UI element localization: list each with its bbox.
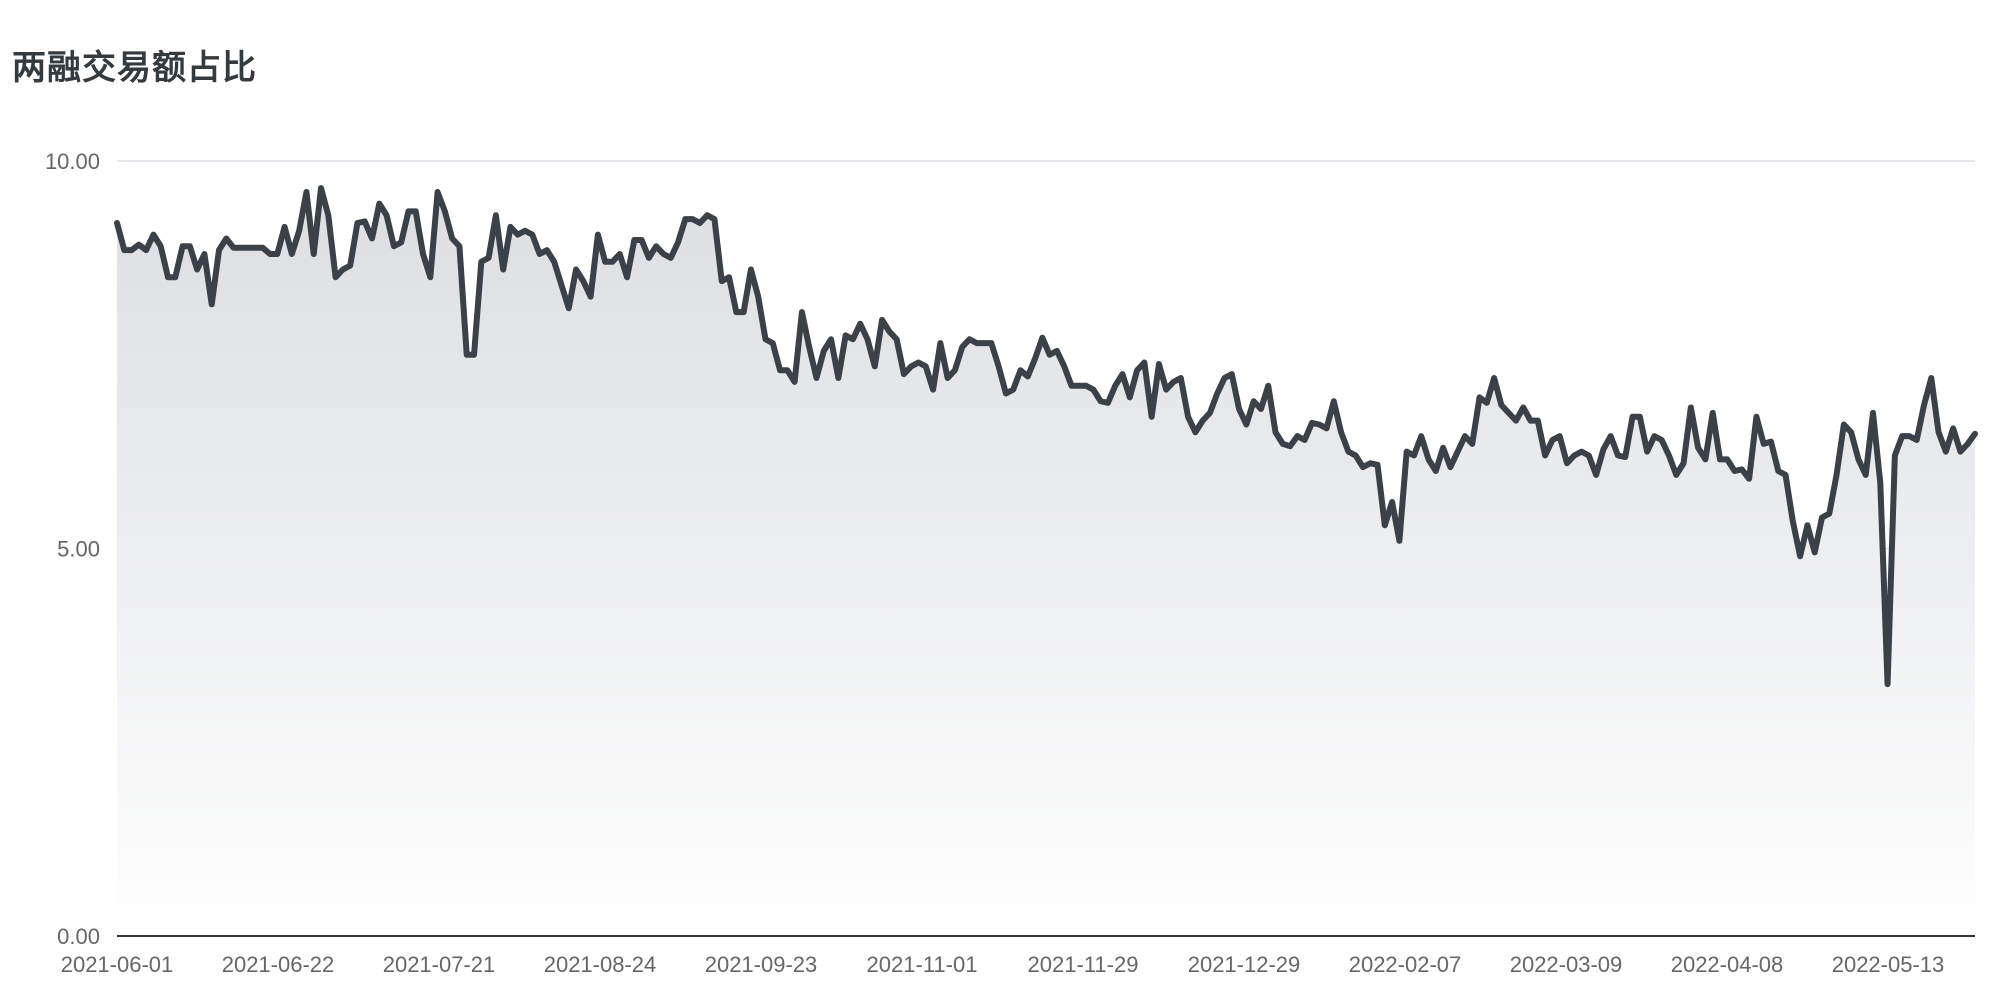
y-axis-ticks: 0.00 5.00 10.00	[45, 149, 100, 949]
x-tick-label: 2022-04-08	[1671, 952, 1784, 977]
x-tick-label: 2021-11-29	[1028, 952, 1139, 977]
x-tick-label: 2021-06-01	[61, 952, 174, 977]
y-tick-label: 5.00	[57, 537, 100, 562]
x-tick-label: 2021-06-22	[222, 952, 335, 977]
x-tick-label: 2022-02-07	[1349, 952, 1462, 977]
x-tick-label: 2022-05-13	[1832, 952, 1945, 977]
series-area	[117, 188, 1975, 936]
x-axis-ticks: 2021-06-01 2021-06-22 2021-07-21 2021-08-24…	[61, 952, 1945, 977]
x-tick-label: 2021-08-24	[544, 952, 657, 977]
x-tick-label: 2021-09-23	[705, 952, 818, 977]
x-tick-label: 2022-03-09	[1510, 952, 1623, 977]
y-tick-label: 0.00	[57, 924, 100, 949]
x-tick-label: 2021-12-29	[1188, 952, 1301, 977]
x-tick-label: 2021-11-01	[867, 952, 978, 977]
y-tick-label: 10.00	[45, 149, 100, 174]
chart-title: 两融交易额占比	[12, 48, 257, 88]
series-line	[114, 185, 1978, 688]
x-tick-label: 2021-07-21	[383, 952, 496, 977]
